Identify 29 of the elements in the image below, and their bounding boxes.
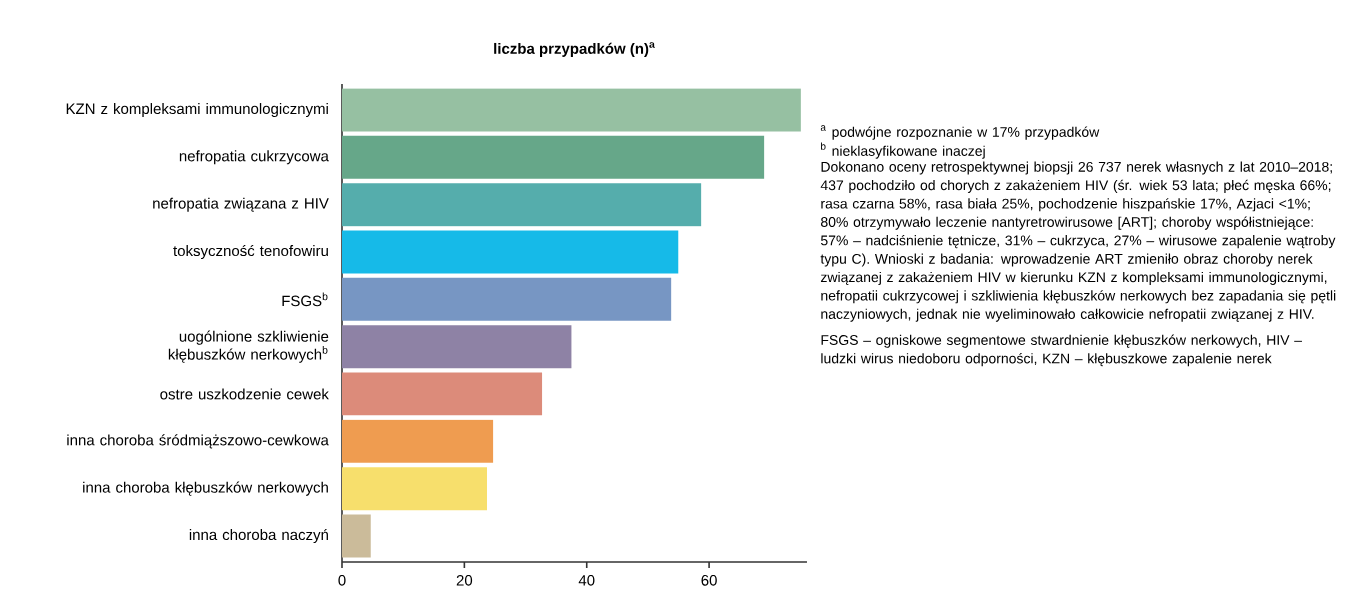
x-tick-label: 40	[578, 575, 595, 586]
y-tick-label: nefropatia cukrzycowa	[179, 150, 329, 165]
bar	[342, 183, 702, 227]
x-tick-label: 20	[456, 575, 473, 586]
text: FSGS – ogniskowe segmentowe stwardnienie kłębuszków nerkowych, HIV – ludzki wirus niedoboru odporności, KZN – kłębuszkowe zapalenie nerek	[821, 334, 1302, 367]
bar	[342, 325, 572, 369]
chart-title: liczba przypadków (n)$^{a}$	[494, 42, 655, 57]
y-tick-label: toksyczność tenofowiru	[173, 244, 328, 260]
y-tick-label: uogólnione szkliwienie kłębuszków nerkowych$^{b}$	[168, 330, 329, 363]
bar	[342, 372, 543, 416]
bar	[342, 514, 371, 558]
bar	[342, 88, 801, 132]
y-tick-label: FSGS$^{b}$	[282, 292, 328, 307]
x-tick-label: 60	[701, 575, 717, 586]
bar	[342, 230, 679, 274]
bar	[342, 135, 765, 179]
y-tick-label: KZN z kompleksami immunologicznymi	[66, 103, 328, 117]
y-tick-label: nefropatia związana z HIV	[153, 197, 329, 212]
bar	[342, 277, 672, 321]
text: Dokonano oceny retrospektywnej biopsji 26 737 nerek własnych z lat 2010–2018; 437 pochodziło od chorych z zakażeniem HIV (śr. wiek 53 lata; płeć męska 66%; rasa czarna 58%, rasa biała 25%, pochodzenie hiszpańskie 17%, Azjaci <1%; 80% otrzymywało leczenie nantyretrowirusowe [ART]; choroby współistniejące: 57% – nadciśnienie tętnicze, 31% – cukrzyca, 27% – wirusowe zapalenie wątroby typu C). Wnioski z badania: wprowadzenie ART zmieniło obraz choroby nerek związanej z zakażeniem HIV w kierunku KZN z kompleksami immunologicznymi, nefropatii cukrzycowej i szkliwienia kłębuszków nerkowych bez zapadania się pętli naczyniowych, jednak nie wyeliminowało całkowicie nefropatii związanej z HIV.	[820, 161, 1336, 322]
x-tick-label: 0	[338, 575, 346, 586]
text: $^{a}$ podwójne rozpoznanie w 17% przypadków	[820, 125, 1100, 140]
text: $^{b}$ nieklasyfikowane inaczej	[821, 142, 985, 159]
y-tick-label: inna choroba kłębuszków nerkowych	[83, 481, 328, 496]
y-tick-label: inna choroba śródmiąższowo-cewkowa	[67, 434, 329, 449]
y-tick-label: inna choroba naczyń	[189, 528, 328, 544]
bar	[342, 419, 494, 463]
bar	[342, 467, 487, 511]
y-tick-label: ostre uszkodzenie cewek	[160, 388, 329, 400]
